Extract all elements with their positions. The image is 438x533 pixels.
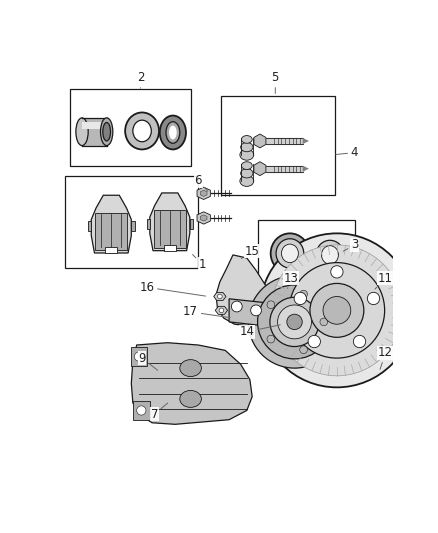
Ellipse shape	[316, 240, 344, 270]
Ellipse shape	[103, 123, 110, 141]
Polygon shape	[197, 187, 210, 199]
Polygon shape	[215, 306, 228, 314]
Text: 13: 13	[283, 271, 298, 288]
Circle shape	[248, 276, 341, 368]
Circle shape	[267, 335, 275, 343]
Text: 14: 14	[239, 325, 280, 338]
Circle shape	[320, 318, 328, 326]
Text: 2: 2	[137, 71, 144, 88]
Ellipse shape	[241, 135, 252, 143]
Circle shape	[294, 292, 307, 305]
Ellipse shape	[180, 391, 201, 407]
Bar	[82, 118, 107, 146]
Polygon shape	[303, 166, 309, 172]
Polygon shape	[131, 343, 252, 424]
Ellipse shape	[241, 161, 252, 169]
Polygon shape	[91, 195, 131, 253]
Polygon shape	[254, 161, 266, 175]
Ellipse shape	[100, 118, 113, 146]
Text: 8: 8	[0, 532, 1, 533]
Bar	[131, 348, 148, 366]
Polygon shape	[190, 219, 193, 229]
Polygon shape	[200, 215, 207, 221]
Text: 17: 17	[183, 305, 230, 318]
Circle shape	[323, 296, 351, 324]
Polygon shape	[303, 138, 309, 144]
Polygon shape	[150, 193, 190, 251]
Circle shape	[251, 305, 261, 316]
Ellipse shape	[240, 175, 254, 187]
Circle shape	[134, 352, 144, 361]
Circle shape	[267, 301, 275, 309]
Ellipse shape	[133, 120, 151, 142]
Circle shape	[287, 314, 302, 329]
Circle shape	[258, 285, 332, 359]
Ellipse shape	[180, 360, 201, 377]
Circle shape	[278, 305, 311, 339]
Circle shape	[137, 406, 146, 415]
Ellipse shape	[321, 246, 339, 264]
Text: 4: 4	[336, 146, 358, 159]
Text: 12: 12	[378, 346, 393, 369]
Bar	[258, 220, 355, 287]
Ellipse shape	[76, 118, 88, 146]
Circle shape	[260, 233, 414, 387]
Bar	[164, 245, 176, 251]
Circle shape	[218, 294, 222, 299]
Text: 6: 6	[194, 174, 208, 191]
Bar	[105, 247, 117, 253]
Circle shape	[353, 335, 366, 348]
Bar	[154, 210, 186, 248]
Polygon shape	[254, 134, 266, 148]
Circle shape	[308, 335, 321, 348]
Text: 15: 15	[241, 245, 260, 259]
Polygon shape	[147, 219, 150, 229]
Bar	[133, 401, 150, 419]
Ellipse shape	[169, 126, 177, 140]
Polygon shape	[229, 299, 265, 326]
Text: 7: 7	[151, 403, 168, 421]
Bar	[65, 175, 198, 268]
Ellipse shape	[276, 239, 304, 268]
Text: 1: 1	[193, 255, 206, 271]
Ellipse shape	[125, 112, 159, 149]
Circle shape	[289, 263, 385, 358]
Bar	[82, 123, 107, 128]
Circle shape	[367, 292, 380, 305]
Circle shape	[300, 290, 307, 298]
Circle shape	[300, 346, 307, 353]
Polygon shape	[216, 255, 270, 326]
Polygon shape	[214, 293, 226, 301]
Ellipse shape	[311, 235, 349, 275]
Circle shape	[331, 265, 343, 278]
Circle shape	[270, 297, 319, 346]
Ellipse shape	[271, 233, 309, 273]
Ellipse shape	[282, 244, 298, 263]
Circle shape	[272, 245, 403, 376]
Ellipse shape	[166, 122, 180, 143]
Text: 3: 3	[343, 238, 358, 252]
Polygon shape	[197, 212, 210, 224]
Ellipse shape	[240, 168, 253, 178]
Text: 5: 5	[272, 71, 279, 93]
Text: 11: 11	[375, 271, 393, 289]
Text: 16: 16	[139, 281, 205, 296]
Bar	[70, 88, 191, 166]
Ellipse shape	[240, 149, 254, 160]
Circle shape	[310, 284, 364, 337]
Circle shape	[231, 301, 242, 312]
Polygon shape	[88, 221, 91, 231]
Polygon shape	[131, 221, 134, 231]
Bar	[95, 213, 127, 250]
Text: 9: 9	[138, 352, 158, 370]
Ellipse shape	[160, 116, 186, 149]
Bar	[221, 96, 335, 195]
Polygon shape	[200, 190, 207, 196]
Ellipse shape	[240, 142, 253, 152]
Circle shape	[219, 308, 224, 313]
